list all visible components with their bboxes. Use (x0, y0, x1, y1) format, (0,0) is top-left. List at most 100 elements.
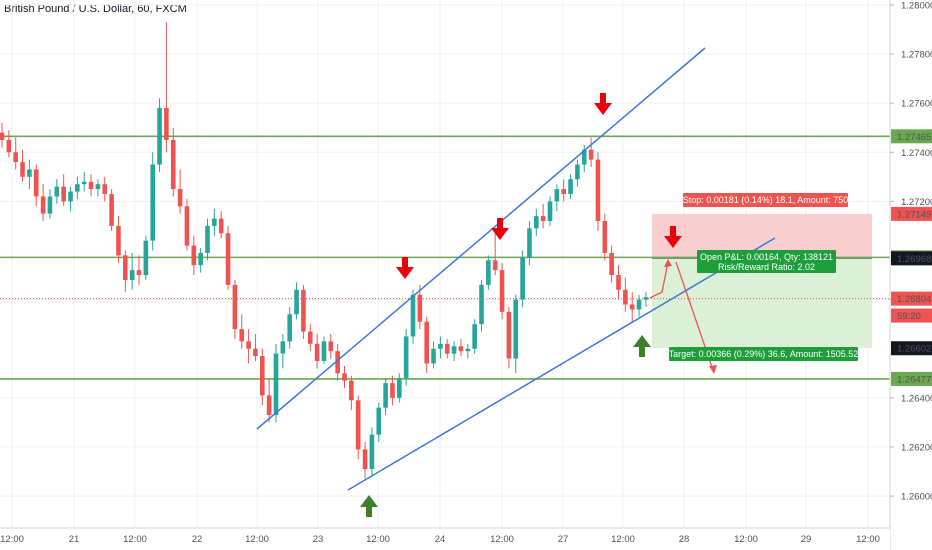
channel-lower-line[interactable] (347, 237, 776, 491)
price-tick-label: 1.26400 (901, 393, 932, 404)
price-tick-label: 1.28000 (901, 0, 932, 11)
candle-body (68, 191, 73, 202)
target-zone[interactable] (652, 258, 872, 349)
candle-body (13, 152, 18, 163)
candle-body (61, 186, 66, 202)
candle-body (184, 206, 190, 246)
candle-body (287, 314, 292, 342)
candle-body (170, 139, 176, 190)
time-tick-label: 21 (69, 534, 80, 545)
time-tick-label: 29 (801, 534, 812, 545)
candle-body (143, 240, 149, 276)
candle-body (479, 284, 484, 325)
candle-body (136, 270, 142, 276)
projection-arrowhead (709, 365, 717, 374)
time-tick-label: 12:00 (734, 534, 758, 545)
price-tag (891, 129, 932, 144)
candle-body (205, 225, 210, 253)
projection-arrowhead (664, 259, 672, 267)
candle-body (547, 201, 553, 222)
candle-body (328, 341, 334, 352)
price-tag-label: 1.26804 (897, 294, 931, 305)
candle-body (636, 299, 642, 310)
candle-body (307, 331, 313, 344)
candle-body (575, 164, 580, 180)
candle-body (499, 270, 505, 312)
candle-body (20, 162, 25, 177)
candle-body (424, 321, 429, 364)
candle-body (212, 218, 217, 226)
candle-body (410, 294, 416, 337)
channel-upper-line[interactable] (256, 47, 706, 430)
price-tag-label: 1.26477 (897, 374, 931, 385)
candle-body (451, 346, 457, 354)
time-tick-label: 22 (192, 534, 203, 545)
price-tag-label: 1.27149 (897, 209, 931, 220)
candle-body (225, 233, 231, 285)
time-tick-label: 12:00 (490, 534, 514, 545)
candle-body (54, 186, 60, 197)
candle-body (232, 284, 238, 330)
candle-body (369, 434, 375, 470)
candle-body (109, 194, 114, 226)
candle-body (253, 348, 258, 357)
candle-body (129, 270, 135, 280)
candle-body (629, 304, 635, 310)
price-tag (891, 371, 932, 386)
candle-body (534, 216, 539, 229)
price-tag-label: 59:20 (897, 311, 921, 322)
candle-body (314, 343, 320, 362)
green-up-arrow-icon (360, 495, 378, 517)
price-tag-label: 1.27465 (897, 132, 931, 143)
candle-body (246, 341, 251, 349)
candle-body (218, 218, 224, 234)
candle-body (623, 289, 628, 305)
candle-body (383, 383, 388, 408)
candle-body (280, 341, 286, 354)
target-label-text: Target: 0.00366 (0.29%) 36.6, Amount: 15… (669, 349, 859, 359)
candle-body (520, 257, 525, 300)
candle-body (568, 179, 573, 195)
price-axis[interactable] (890, 0, 932, 550)
candle-body (602, 221, 608, 253)
candle-body (540, 216, 546, 222)
price-tag (891, 291, 932, 306)
candle-body (417, 294, 423, 322)
time-tick-label: 12:00 (0, 534, 24, 545)
candle-body (75, 184, 80, 192)
target-label (669, 347, 858, 361)
candle-body (342, 373, 347, 381)
time-tick-label: 12:00 (366, 534, 390, 545)
red-down-arrow-icon (396, 257, 414, 279)
candle-body (595, 159, 601, 222)
candle-body (355, 400, 361, 450)
time-tick-label: 12:00 (611, 534, 635, 545)
price-tick-label: 1.27600 (901, 99, 932, 110)
time-tick-label: 27 (558, 534, 569, 545)
candle-body (403, 336, 409, 379)
candle-body (88, 181, 94, 190)
price-tag-label: 1.26602 (897, 344, 931, 355)
price-tag-label: 1.26968 (897, 254, 931, 265)
stop-label-text: Stop: 0.00181 (0.14%) 18.1, Amount: 750 (683, 195, 849, 205)
candle-body (643, 297, 649, 300)
candle-body (561, 189, 566, 195)
candle-body (486, 260, 491, 285)
candle-body (492, 260, 498, 271)
candle-body (95, 184, 101, 190)
candle-body (465, 348, 471, 352)
time-tick-label: 12:00 (856, 534, 880, 545)
red-down-arrow-icon (594, 93, 612, 115)
candle-body (390, 383, 395, 398)
candle-body (438, 343, 443, 349)
pnl-label-text: Risk/Reward Ratio: 2.02 (718, 262, 815, 272)
price-tick-label: 1.26000 (901, 492, 932, 503)
candle-body (177, 189, 183, 207)
time-tick-label: 23 (313, 534, 324, 545)
candle-body (397, 378, 402, 398)
time-tick-label: 24 (435, 534, 446, 545)
time-tick-label: 12:00 (123, 534, 147, 545)
time-axis[interactable] (0, 528, 890, 550)
